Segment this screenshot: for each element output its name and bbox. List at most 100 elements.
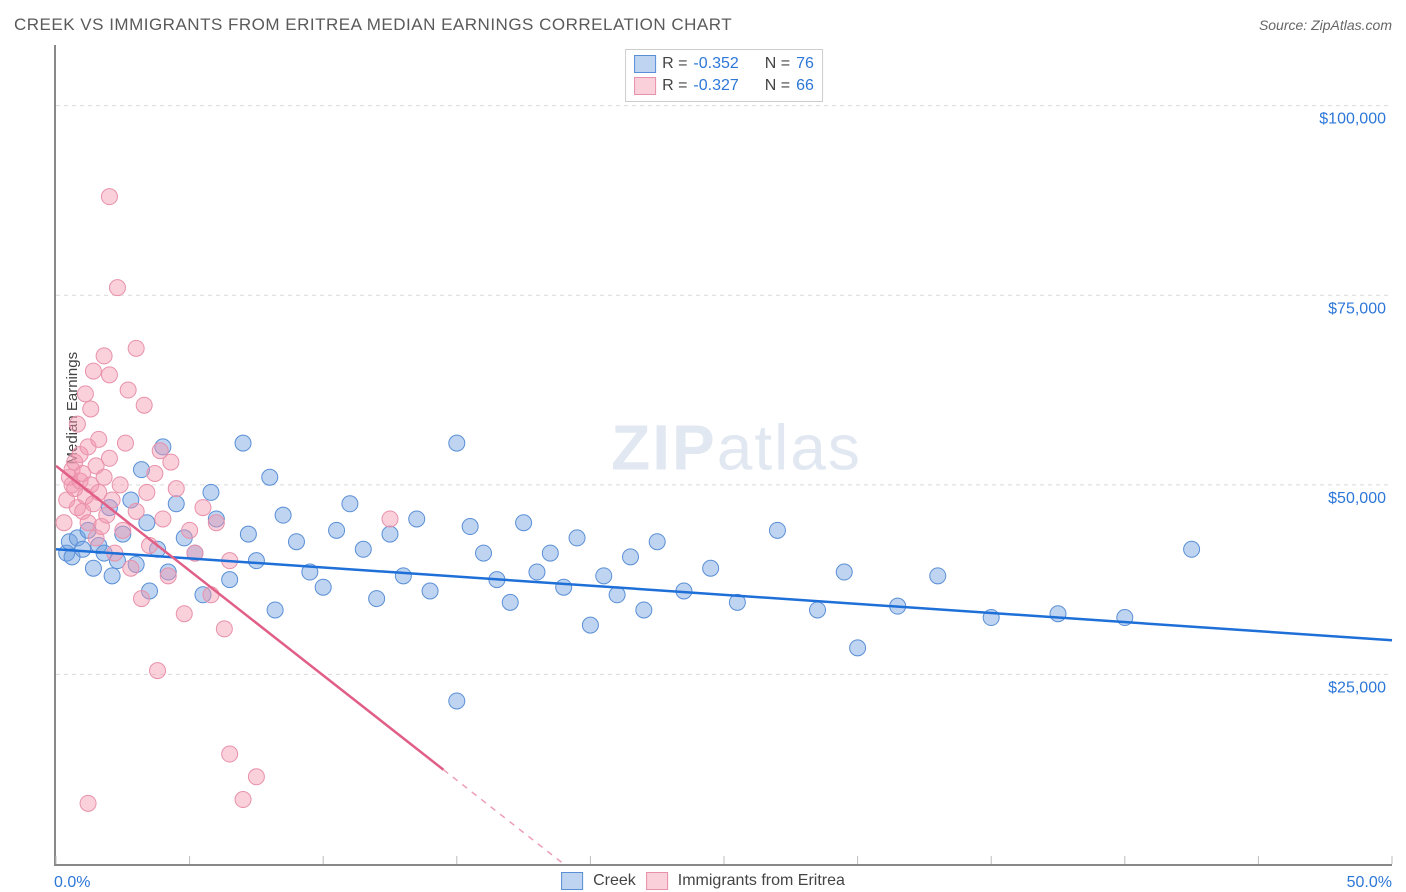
scatter-point-creek — [502, 594, 518, 610]
y-grid-label: $50,000 — [1328, 490, 1386, 507]
x-axis-min-label: 0.0% — [54, 874, 90, 892]
scatter-point-eritrea — [85, 363, 101, 379]
scatter-point-eritrea — [101, 189, 117, 205]
legend-bottom-swatch — [561, 872, 583, 890]
scatter-point-creek — [422, 583, 438, 599]
scatter-point-eritrea — [203, 587, 219, 603]
plot-wrap: Median Earnings ZIPatlas $25,000$50,000$… — [20, 45, 1406, 866]
scatter-point-creek — [449, 435, 465, 451]
scatter-point-eritrea — [128, 340, 144, 356]
x-axis-max-label: 50.0% — [1347, 874, 1392, 892]
scatter-point-creek — [596, 568, 612, 584]
trend-line-creek — [56, 549, 1392, 640]
scatter-point-eritrea — [123, 560, 139, 576]
scatter-point-eritrea — [83, 401, 99, 417]
scatter-point-eritrea — [248, 769, 264, 785]
scatter-point-eritrea — [56, 515, 72, 531]
scatter-point-creek — [315, 579, 331, 595]
scatter-point-eritrea — [160, 568, 176, 584]
legend-top: R = -0.352N = 76R = -0.327N = 66 — [625, 49, 823, 102]
scatter-point-eritrea — [147, 465, 163, 481]
scatter-point-creek — [382, 526, 398, 542]
y-grid-label: $75,000 — [1328, 300, 1386, 317]
scatter-point-creek — [462, 519, 478, 535]
legend-r-label: R = — [662, 53, 687, 75]
scatter-point-creek — [542, 545, 558, 561]
scatter-point-creek — [104, 568, 120, 584]
scatter-point-creek — [369, 591, 385, 607]
scatter-point-creek — [609, 587, 625, 603]
scatter-point-creek — [395, 568, 411, 584]
y-grid-label: $25,000 — [1328, 679, 1386, 696]
scatter-point-eritrea — [382, 511, 398, 527]
scatter-point-creek — [810, 602, 826, 618]
scatter-point-creek — [569, 530, 585, 546]
plot-area: ZIPatlas $25,000$50,000$75,000$100,000 R… — [54, 45, 1392, 866]
scatter-point-creek — [203, 484, 219, 500]
scatter-point-creek — [262, 469, 278, 485]
scatter-point-eritrea — [235, 792, 251, 808]
legend-n-label: N = — [765, 53, 790, 75]
trend-line-dashed-eritrea — [443, 770, 563, 864]
legend-bottom-label: Creek — [593, 872, 636, 890]
chart-svg: $25,000 $50,000 $75,000 $100,000 — [56, 45, 1392, 864]
source-label: Source: ZipAtlas.com — [1259, 17, 1392, 33]
scatter-point-creek — [769, 522, 785, 538]
scatter-point-creek — [930, 568, 946, 584]
scatter-point-eritrea — [77, 386, 93, 402]
legend-r-label: R = — [662, 75, 687, 97]
legend-swatch — [634, 77, 656, 95]
scatter-point-eritrea — [182, 522, 198, 538]
scatter-point-creek — [1050, 606, 1066, 622]
scatter-point-eritrea — [120, 382, 136, 398]
scatter-point-creek — [75, 541, 91, 557]
scatter-point-creek — [649, 534, 665, 550]
scatter-point-creek — [222, 572, 238, 588]
scatter-point-creek — [288, 534, 304, 550]
scatter-point-creek — [267, 602, 283, 618]
scatter-point-creek — [703, 560, 719, 576]
scatter-point-eritrea — [208, 515, 224, 531]
legend-bottom: Creek Immigrants from Eritrea — [561, 872, 845, 890]
scatter-point-eritrea — [96, 348, 112, 364]
scatter-point-eritrea — [69, 416, 85, 432]
scatter-point-creek — [582, 617, 598, 633]
scatter-point-creek — [85, 560, 101, 576]
scatter-point-eritrea — [168, 481, 184, 497]
scatter-point-creek — [235, 435, 251, 451]
y-grid-label: $100,000 — [1319, 111, 1386, 128]
scatter-point-eritrea — [109, 280, 125, 296]
scatter-point-creek — [516, 515, 532, 531]
trend-line-eritrea — [56, 466, 443, 770]
scatter-point-eritrea — [117, 435, 133, 451]
scatter-point-creek — [636, 602, 652, 618]
scatter-point-creek — [850, 640, 866, 656]
legend-r-value: -0.352 — [693, 53, 738, 75]
scatter-point-creek — [476, 545, 492, 561]
scatter-point-eritrea — [101, 367, 117, 383]
scatter-point-creek — [355, 541, 371, 557]
scatter-point-eritrea — [128, 503, 144, 519]
scatter-point-eritrea — [195, 500, 211, 516]
scatter-point-creek — [622, 549, 638, 565]
scatter-point-creek — [168, 496, 184, 512]
scatter-point-creek — [409, 511, 425, 527]
scatter-point-creek — [556, 579, 572, 595]
scatter-point-eritrea — [101, 450, 117, 466]
scatter-point-eritrea — [134, 591, 150, 607]
scatter-point-eritrea — [91, 431, 107, 447]
scatter-point-creek — [275, 507, 291, 523]
legend-n-value: 66 — [796, 75, 814, 97]
chart-title: CREEK VS IMMIGRANTS FROM ERITREA MEDIAN … — [14, 15, 732, 35]
scatter-point-eritrea — [152, 443, 168, 459]
legend-bottom-label: Immigrants from Eritrea — [678, 872, 845, 890]
scatter-point-eritrea — [176, 606, 192, 622]
scatter-point-eritrea — [80, 795, 96, 811]
scatter-point-eritrea — [155, 511, 171, 527]
scatter-point-creek — [329, 522, 345, 538]
scatter-point-eritrea — [222, 746, 238, 762]
scatter-point-creek — [449, 693, 465, 709]
header: CREEK VS IMMIGRANTS FROM ERITREA MEDIAN … — [14, 12, 1392, 38]
scatter-point-creek — [240, 526, 256, 542]
scatter-point-eritrea — [150, 663, 166, 679]
